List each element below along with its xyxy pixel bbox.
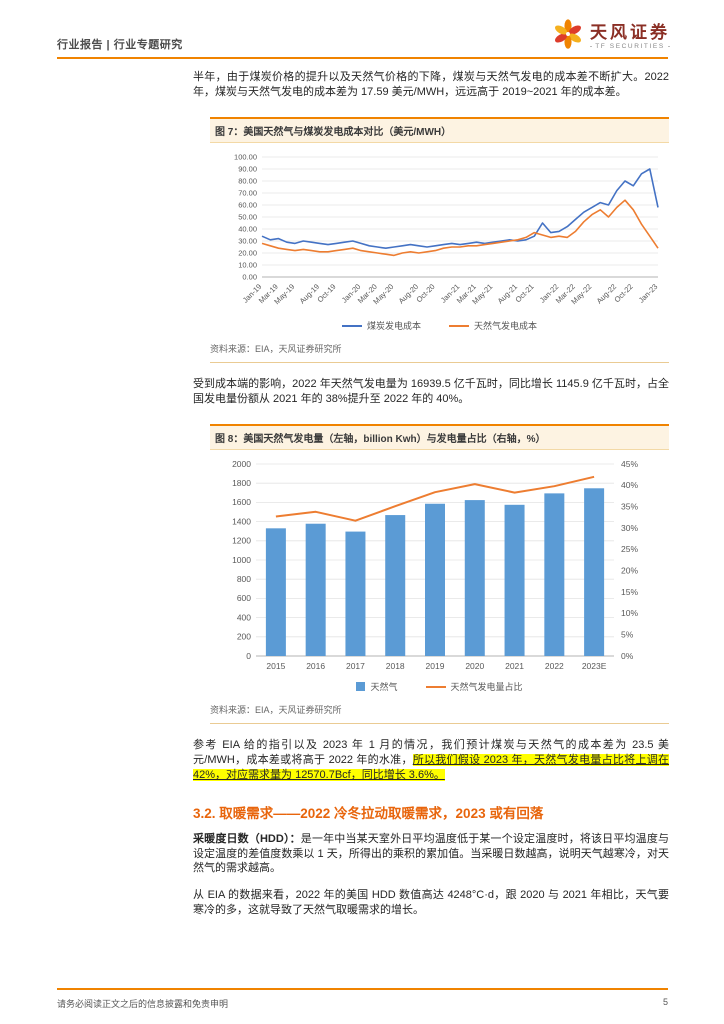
tf-securities-logo: 天风证券 TF SECURITIES	[552, 18, 670, 50]
svg-text:40.00: 40.00	[238, 225, 257, 234]
svg-text:45%: 45%	[621, 459, 638, 469]
logo-flower-icon	[555, 19, 581, 49]
hdd-term: 采暖度日数（HDD）：	[193, 833, 301, 846]
svg-text:0%: 0%	[621, 651, 634, 661]
svg-text:Oct-19: Oct-19	[315, 282, 337, 304]
svg-text:60.00: 60.00	[238, 201, 257, 210]
svg-text:100.00: 100.00	[234, 153, 257, 162]
logo-company-name: 天风证券	[590, 23, 670, 42]
figure-8-source: 资料来源：EIA，天风证券研究所	[210, 703, 669, 725]
svg-text:400: 400	[237, 613, 251, 623]
svg-text:10%: 10%	[621, 609, 638, 619]
gas-share-swatch	[425, 685, 446, 688]
svg-text:20%: 20%	[621, 566, 638, 576]
logo-subtitle-text: TF SECURITIES	[595, 43, 665, 50]
gas-volume-swatch	[356, 682, 366, 692]
figure-7: 图 7：美国天然气与煤炭发电成本对比（美元/MWH） 0.00 10.00 20.0…	[210, 117, 669, 364]
figure-8-combo-chart: 0 200 400 600 800 1000 1200 1400 1600 1800 2000 0% 5…	[232, 459, 638, 671]
svg-text:Oct-20: Oct-20	[414, 282, 436, 304]
svg-text:Oct-22: Oct-22	[612, 282, 634, 304]
svg-text:Jan-23: Jan-23	[637, 282, 660, 305]
svg-text:200: 200	[237, 632, 251, 642]
svg-text:2023E: 2023E	[582, 661, 607, 671]
header-divider	[57, 57, 668, 59]
legend-label-gas-volume: 天然气	[370, 682, 398, 693]
footer-disclaimer: 请务必阅读正文之后的信息披露和免责申明	[57, 999, 229, 1009]
svg-text:2018: 2018	[386, 661, 405, 671]
svg-text:70.00: 70.00	[238, 189, 257, 198]
section-heading-3-2: 3.2. 取暖需求——2022 冷冬拉动取暖需求，2023 或有回落	[193, 806, 544, 822]
figure-7-title: 图 7：美国天然气与煤炭发电成本对比（美元/MWH）	[210, 117, 669, 144]
figure-7-source: 资料来源：EIA，天风证券研究所	[210, 342, 669, 364]
svg-text:1800: 1800	[232, 478, 251, 488]
svg-text:Aug-22: Aug-22	[595, 282, 618, 305]
svg-text:600: 600	[237, 594, 251, 604]
svg-text:800: 800	[237, 574, 251, 584]
legend-item-gas: 天然气发电成本	[449, 319, 537, 332]
svg-text:30.00: 30.00	[238, 237, 257, 246]
svg-text:30%: 30%	[621, 523, 638, 533]
legend-item-gas-volume: 天然气	[356, 680, 398, 693]
svg-text:2020: 2020	[465, 661, 484, 671]
svg-text:15%: 15%	[621, 587, 638, 597]
svg-text:2019: 2019	[426, 661, 445, 671]
gas-series-swatch	[449, 324, 469, 327]
svg-text:1600: 1600	[232, 498, 251, 508]
figure-8-title: 图 8：美国天然气发电量（左轴，billion Kwh）与发电量占比（右轴，%）	[210, 424, 669, 451]
svg-text:5%: 5%	[621, 630, 634, 640]
svg-text:Aug-20: Aug-20	[397, 282, 420, 305]
svg-text:Aug-19: Aug-19	[298, 282, 321, 305]
svg-text:10.00: 10.00	[238, 261, 257, 270]
forecast-text: 参考 EIA 给的指引以及 2023 年 1 月的情况，我们预计煤炭与天然气的成…	[193, 739, 669, 766]
hdd-definition-text: 是一年中当某天室外日平均温度低于某一个设定温度时，将该日平均温度与设定温度的差值…	[193, 833, 669, 875]
svg-text:50.00: 50.00	[238, 213, 257, 222]
svg-text:0: 0	[246, 651, 251, 661]
paragraph-generation-2022: 受到成本端的影响，2022 年天然气发电量为 16939.5 亿千瓦时，同比增长…	[193, 378, 669, 405]
legend-label-coal: 煤炭发电成本	[366, 321, 421, 332]
svg-text:2016: 2016	[306, 661, 325, 671]
svg-text:2015: 2015	[266, 661, 285, 671]
svg-text:40%: 40%	[621, 481, 638, 491]
legend-item-gas-share: 天然气发电量占比	[425, 680, 523, 693]
page-number: 5	[662, 997, 668, 1007]
paragraph-cost-gap: 半年，由于煤炭价格的提升以及天然气价格的下降，煤炭与天然气发电的成本差不断扩大。…	[193, 71, 669, 98]
legend-label-gas-share: 天然气发电量占比	[450, 682, 523, 693]
report-body: 半年，由于煤炭价格的提升以及天然气价格的下降，煤炭与天然气发电的成本差不断扩大。…	[193, 60, 669, 929]
figure-7-line-chart: 0.00 10.00 20.00 30.00 40.00 50.00 60.00 70.00 8…	[234, 153, 660, 307]
svg-text:90.00: 90.00	[238, 165, 257, 174]
svg-text:Aug-21: Aug-21	[496, 282, 519, 305]
figure-7-legend: 煤炭发电成本 天然气发电成本	[210, 319, 669, 332]
svg-text:Oct-21: Oct-21	[513, 282, 535, 304]
svg-text:2017: 2017	[346, 661, 365, 671]
svg-text:0.00: 0.00	[242, 273, 257, 282]
paragraph-hdd-definition: 采暖度日数（HDD）：是一年中当某天室外日平均温度低于某一个设定温度时，将该日平…	[193, 832, 669, 876]
svg-text:35%: 35%	[621, 502, 638, 512]
footer-divider	[57, 988, 668, 990]
legend-label-gas: 天然气发电成本	[474, 321, 538, 332]
svg-text:2021: 2021	[505, 661, 524, 671]
svg-text:1200: 1200	[232, 536, 251, 546]
svg-text:2022: 2022	[545, 661, 564, 671]
paragraph-forecast: 参考 EIA 给的指引以及 2023 年 1 月的情况，我们预计煤炭与天然气的成…	[193, 738, 669, 782]
figure-8: 图 8：美国天然气发电量（左轴，billion Kwh）与发电量占比（右轴，%）…	[210, 424, 669, 725]
svg-text:1000: 1000	[232, 555, 251, 565]
legend-item-coal: 煤炭发电成本	[341, 319, 421, 332]
coal-series-swatch	[341, 324, 362, 327]
svg-text:25%: 25%	[621, 545, 638, 555]
figure-8-legend: 天然气 天然气发电量占比	[210, 680, 669, 693]
svg-text:20.00: 20.00	[238, 249, 257, 258]
svg-text:2000: 2000	[232, 459, 251, 469]
svg-text:80.00: 80.00	[238, 177, 257, 186]
paragraph-hdd-2022: 从 EIA 的数据来看，2022 年的美国 HDD 数值高达 4248°C·d，…	[193, 888, 669, 916]
logo-company-subtitle: TF SECURITIES	[590, 43, 670, 50]
breadcrumb: 行业报告 | 行业专题研究	[57, 39, 183, 51]
svg-text:1400: 1400	[232, 517, 251, 527]
footer: 请务必阅读正文之后的信息披露和免责申明 5	[57, 997, 668, 1010]
